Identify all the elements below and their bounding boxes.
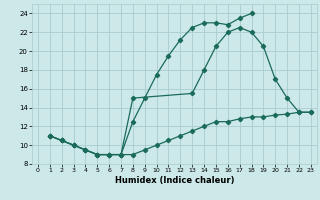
X-axis label: Humidex (Indice chaleur): Humidex (Indice chaleur) xyxy=(115,176,234,185)
